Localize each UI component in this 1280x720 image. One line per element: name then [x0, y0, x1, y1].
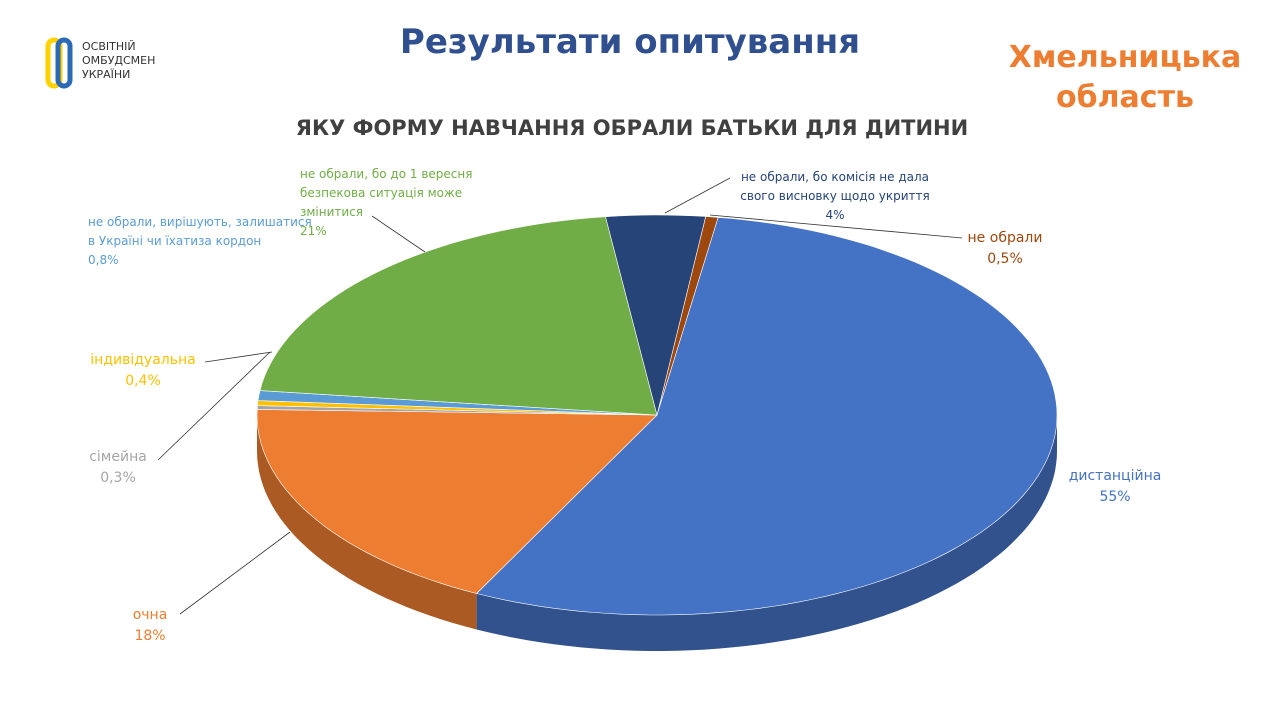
data-label: індивідуальна 0,4% — [78, 350, 208, 392]
category-label: не обрали, бо комісія не дала свого висн… — [740, 170, 930, 203]
category-label: очна — [132, 607, 168, 623]
value-label: 0,8% — [88, 253, 119, 267]
data-label: не обрали, вирішують, залишатися в Украї… — [88, 213, 313, 270]
slide-title: Результати опитування — [399, 22, 861, 62]
leader-line — [371, 215, 426, 253]
slice — [256, 409, 658, 594]
logo-text: ОСВІТНІЙ ОМБУДСМЕН УКРАЇНИ — [82, 40, 156, 81]
category-label: сімейна — [89, 449, 147, 465]
data-label: дистанційна 55% — [1055, 466, 1175, 508]
value-label: 55% — [1099, 489, 1131, 505]
data-label: не обрали 0,5% — [955, 228, 1055, 270]
slice-side — [257, 415, 477, 630]
slice — [259, 216, 658, 416]
logo-mark — [45, 37, 73, 89]
category-label: дистанційна — [1068, 468, 1162, 484]
slice-side — [476, 415, 1058, 651]
leader-line — [709, 214, 963, 239]
region: Хмельницька область — [1008, 40, 1242, 115]
value-label: 0,5% — [987, 251, 1023, 267]
value-label: 18% — [134, 628, 166, 644]
data-label: не обрали, бо комісія не дала свого висн… — [725, 168, 945, 225]
value-label: 4% — [825, 208, 845, 222]
category-label: не обрали, бо до 1 вересня безпекова сит… — [300, 167, 473, 219]
category-label: індивідуальна — [90, 352, 196, 368]
data-label: не обрали, бо до 1 вересня безпекова сит… — [300, 165, 500, 241]
leader-line — [664, 177, 731, 214]
data-label: очна 18% — [95, 605, 205, 647]
leader-line — [204, 351, 273, 363]
chart-title: ЯКУ ФОРМУ НАВЧАННЯ ОБРАЛИ БАТЬКИ ДЛЯ ДИТ… — [295, 116, 969, 140]
slice — [476, 217, 1058, 616]
value-label: 0,4% — [125, 373, 161, 389]
data-label: сімейна 0,3% — [68, 447, 168, 489]
leader-line — [157, 351, 271, 461]
value-label: 21% — [300, 224, 327, 238]
slice — [605, 214, 707, 416]
value-label: 0,3% — [100, 470, 136, 486]
category-label: не обрали, вирішують, залишатися в Украї… — [88, 215, 312, 248]
category-label: не обрали — [967, 230, 1043, 246]
leader-line — [179, 531, 291, 615]
